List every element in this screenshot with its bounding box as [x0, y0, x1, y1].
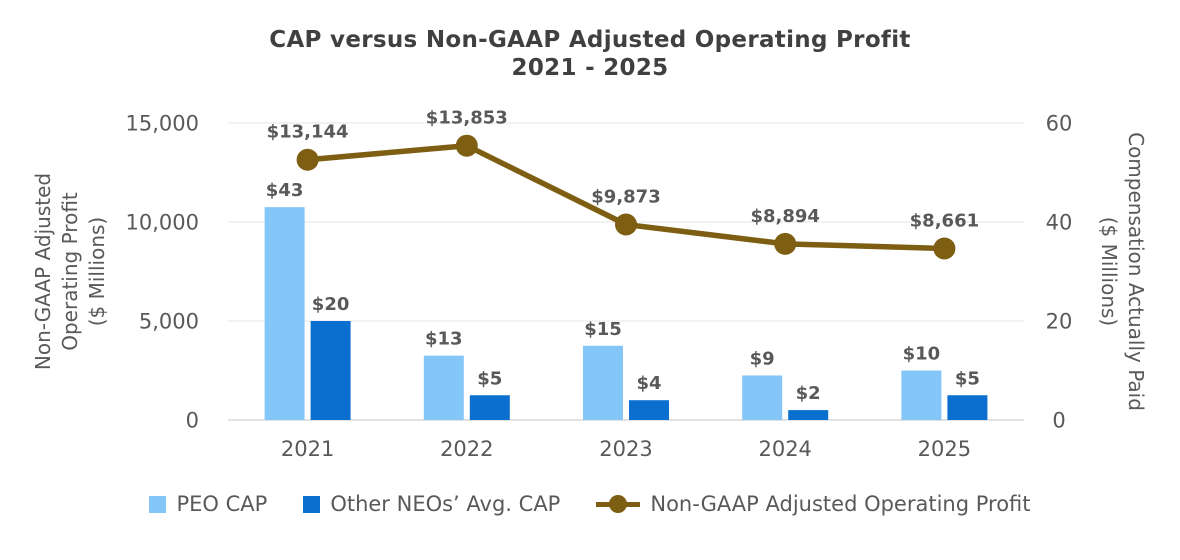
line-value-label: $13,144	[267, 122, 349, 143]
chart-title: CAP versus Non-GAAP Adjusted Operating P…	[0, 26, 1180, 82]
bar-value-label: $20	[312, 294, 350, 315]
legend-label-profit-line: Non-GAAP Adjusted Operating Profit	[650, 492, 1031, 516]
bar-peo-cap-2023	[583, 345, 623, 420]
bar-peo-cap-2021	[264, 207, 305, 420]
left-axis-title: ($ Millions)	[85, 217, 109, 327]
line-marker-icon	[596, 494, 641, 514]
bar-value-label: $15	[584, 319, 622, 340]
line-value-label: $8,894	[750, 206, 819, 227]
bar-peo-cap-2024	[742, 375, 783, 420]
chart-title-line1: CAP versus Non-GAAP Adjusted Operating P…	[269, 27, 911, 53]
right-axis-tick-label: 20	[1046, 310, 1073, 334]
bar-value-label: $2	[796, 383, 821, 404]
right-axis-tick-label: 60	[1046, 112, 1073, 136]
legend-item-other-neos: Other NEOs’ Avg. CAP	[303, 492, 560, 516]
x-axis-label: 2022	[440, 437, 493, 461]
bar-value-label: $13	[425, 329, 463, 350]
right-axis-tick-label: 40	[1046, 211, 1073, 235]
bar-other-neos-2024	[788, 410, 829, 420]
bar-other-neos-2025	[947, 395, 988, 420]
line-marker-dot	[609, 495, 628, 513]
bar-peo-cap-2022	[423, 355, 464, 420]
legend: PEO CAP Other NEOs’ Avg. CAP Non-GAAP Ad…	[0, 492, 1180, 516]
right-axis-tick-label: 0	[1052, 409, 1065, 433]
chart-title-line2: 2021 - 2025	[511, 55, 669, 81]
bar-value-label: $43	[266, 180, 304, 201]
profit-line-marker	[933, 237, 956, 260]
profit-line-marker	[774, 232, 797, 255]
profit-line-marker	[615, 213, 637, 236]
bar-other-neos-2023	[629, 400, 669, 420]
left-axis-tick-label: 5,000	[139, 310, 199, 334]
profit-line-marker	[455, 134, 478, 157]
other-neos-swatch-icon	[303, 495, 321, 513]
legend-item-profit-line: Non-GAAP Adjusted Operating Profit	[596, 492, 1031, 516]
bar-value-label: $10	[903, 344, 941, 365]
left-axis-tick-label: 0	[186, 409, 199, 433]
x-axis-label: 2024	[758, 437, 811, 461]
bar-other-neos-2022	[469, 395, 510, 420]
x-axis-label: 2023	[599, 437, 652, 461]
legend-item-peo-cap: PEO CAP	[149, 492, 267, 516]
left-axis-title: Operating Profit	[58, 192, 82, 351]
x-axis-label: 2025	[918, 437, 971, 461]
line-value-label: $13,853	[426, 108, 508, 129]
bar-value-label: $5	[955, 368, 980, 389]
bar-other-neos-2021	[310, 321, 351, 420]
line-value-label: $8,661	[910, 211, 979, 232]
left-axis-tick-label: 10,000	[126, 211, 199, 235]
bar-value-label: $5	[477, 368, 502, 389]
profit-line-marker	[296, 148, 319, 171]
bar-value-label: $4	[636, 373, 661, 394]
right-axis-title: ($ Millions)	[1097, 217, 1121, 327]
right-axis-title: Compensation Actually Paid	[1124, 132, 1148, 411]
x-axis-label: 2021	[281, 437, 334, 461]
bar-peo-cap-2025	[901, 370, 942, 420]
left-axis-title: Non-GAAP Adjusted	[31, 173, 55, 370]
bar-value-label: $9	[750, 348, 775, 369]
line-value-label: $9,873	[591, 187, 660, 208]
legend-label-other-neos: Other NEOs’ Avg. CAP	[330, 492, 561, 516]
legend-label-peo-cap: PEO CAP	[176, 492, 268, 516]
left-axis-tick-label: 15,000	[126, 112, 199, 136]
peo-cap-swatch-icon	[149, 495, 167, 513]
